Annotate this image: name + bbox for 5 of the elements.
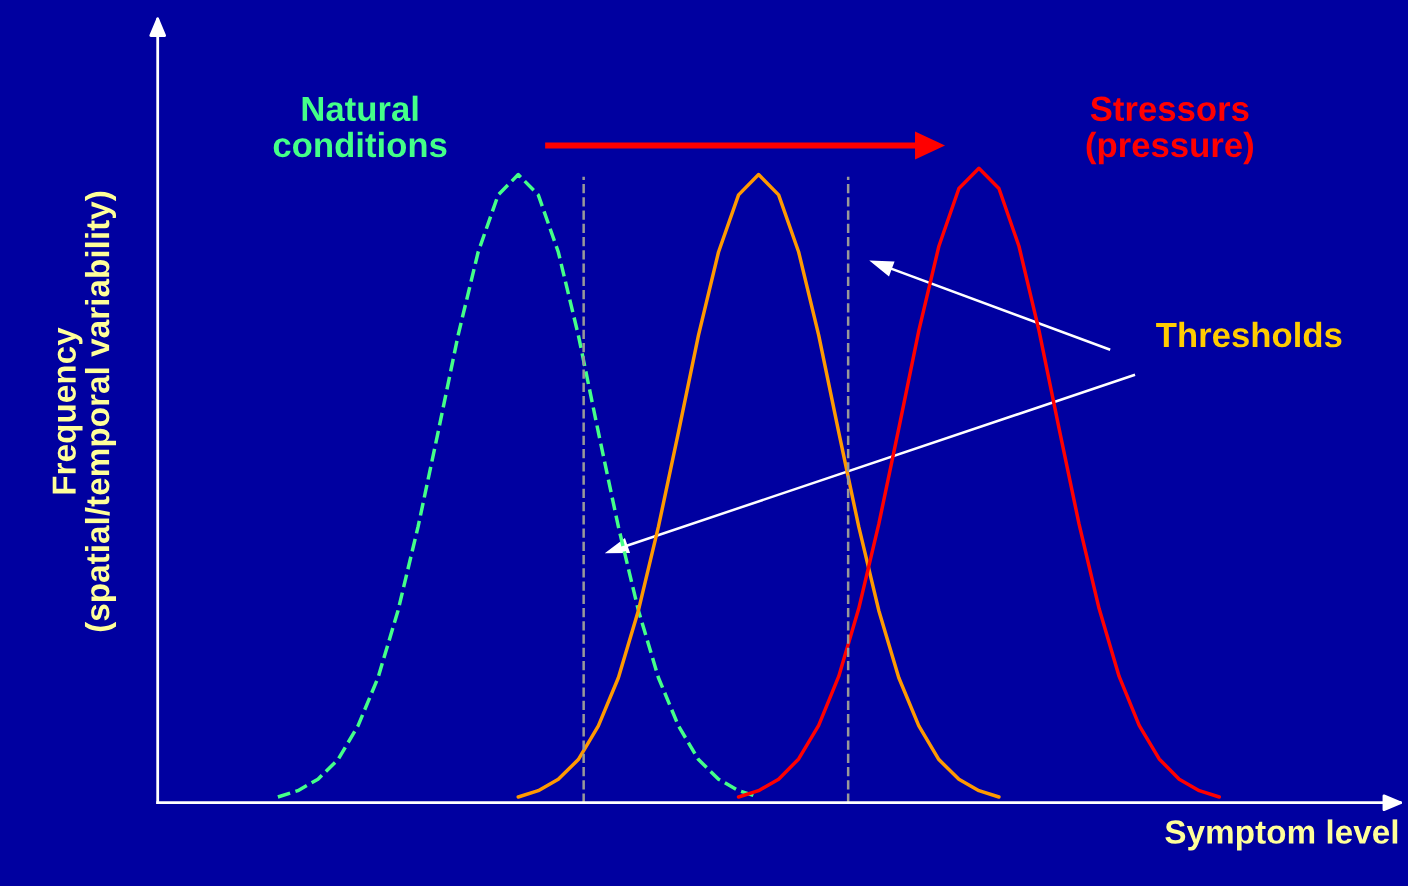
text: Stressors (pressure) <box>1086 96 1253 165</box>
y-axis-title: Frequency (spatial/temporal variability) <box>52 191 117 632</box>
x-axis-title: Symptom level <box>1165 819 1398 851</box>
annotation: Thresholds <box>1156 321 1342 348</box>
series-label: Natural conditions <box>273 95 447 158</box>
